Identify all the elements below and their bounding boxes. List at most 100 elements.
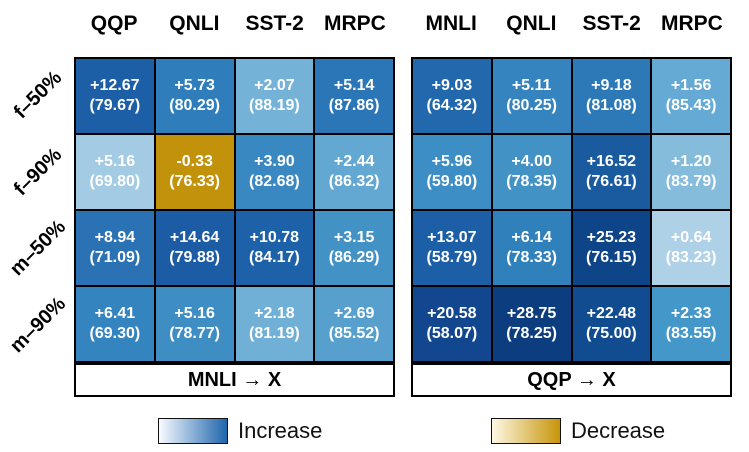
row-label: f–90% xyxy=(9,143,66,200)
cell-delta-value: +20.58 xyxy=(427,305,477,322)
cell-delta-value: +3.90 xyxy=(254,153,295,170)
cell-base-score: (83.23) xyxy=(665,249,717,266)
cell-base-score: (78.33) xyxy=(506,249,557,266)
cell-base-score: (80.29) xyxy=(169,97,220,114)
cell-base-score: (69.80) xyxy=(89,173,141,190)
heatmap-cell: +28.75 (78.25) xyxy=(492,287,571,361)
cell-base-score: (84.17) xyxy=(249,249,300,266)
cell-base-score: (78.77) xyxy=(169,325,220,342)
heatmap-cell: +2.18 (81.19) xyxy=(235,287,314,361)
heatmap-cell: +16.52 (76.61) xyxy=(572,135,651,209)
heatmap-cell: +5.16 (78.77) xyxy=(155,287,234,361)
cell-base-score: (86.32) xyxy=(328,173,380,190)
column-headers-right: MNLI QNLI SST-2 MRPC xyxy=(411,12,732,42)
decrease-legend-label: Decrease xyxy=(571,418,666,443)
column-header: QNLI xyxy=(506,12,557,35)
increase-gradient-swatch xyxy=(158,418,228,444)
heatmap-cell: +5.16 (69.80) xyxy=(76,135,154,209)
cell-delta-value: +1.56 xyxy=(670,77,712,94)
heatmap-cell: +14.64 (79.88) xyxy=(155,211,234,285)
cell-delta-value: +16.52 xyxy=(586,153,637,170)
heatmap-cell: +2.44 (86.32) xyxy=(315,135,393,209)
cell-base-score: (88.19) xyxy=(249,97,300,114)
cell-delta-value: +2.33 xyxy=(670,305,712,322)
cell-base-score: (76.61) xyxy=(586,173,637,190)
column-header: QQP xyxy=(90,12,138,35)
cell-delta-value: +13.07 xyxy=(427,229,477,246)
cell-base-score: (85.43) xyxy=(665,97,717,114)
cell-delta-value: +9.18 xyxy=(591,77,632,94)
cell-delta-value: +2.44 xyxy=(333,153,375,170)
cell-delta-value: +5.16 xyxy=(94,153,136,170)
cell-delta-value: +6.41 xyxy=(94,305,136,322)
cell-base-score: (59.80) xyxy=(426,173,478,190)
cell-base-score: (71.09) xyxy=(89,249,141,266)
cell-base-score: (75.00) xyxy=(586,325,637,342)
column-header: MRPC xyxy=(660,12,723,35)
row-label: f–50% xyxy=(9,66,66,123)
heatmap-cell: +3.90 (82.68) xyxy=(235,135,314,209)
heatmap-cell: +2.07 (88.19) xyxy=(235,59,314,133)
cell-base-score: (86.29) xyxy=(328,249,380,266)
heatmap-cell: +1.20 (83.79) xyxy=(652,135,730,209)
heatmap-cell: -0.33 (76.33) xyxy=(155,135,234,209)
column-headers-left: QQP QNLI SST-2 MRPC xyxy=(74,12,395,42)
cell-delta-value: +12.67 xyxy=(90,77,140,94)
heatmap-grid-mnli-to-x: +12.67 (79.67) +5.73 (80.29) +2.07 (88.19) +5.… xyxy=(74,57,395,363)
column-header: SST-2 xyxy=(582,12,641,35)
cell-base-score: (79.67) xyxy=(89,97,141,114)
cell-delta-value: +5.73 xyxy=(174,77,215,94)
column-header: QNLI xyxy=(169,12,220,35)
column-header: MNLI xyxy=(425,12,477,35)
cell-base-score: (81.19) xyxy=(249,325,300,342)
cell-base-score: (58.79) xyxy=(426,249,478,266)
cell-base-score: (81.08) xyxy=(586,97,637,114)
cell-delta-value: +25.23 xyxy=(586,229,637,246)
cell-delta-value: +3.15 xyxy=(333,229,375,246)
heatmap-cell: +2.69 (85.52) xyxy=(315,287,393,361)
decrease-gradient-swatch xyxy=(491,418,561,444)
cell-base-score: (64.32) xyxy=(426,97,478,114)
column-header: MRPC xyxy=(323,12,386,35)
row-label: m–50% xyxy=(5,215,70,280)
heatmap-grid-qqp-to-x: +9.03 (64.32) +5.11 (80.25) +9.18 (81.08) +1.5… xyxy=(411,57,732,363)
heatmap-cell: +22.48 (75.00) xyxy=(572,287,651,361)
cell-base-score: (83.79) xyxy=(665,173,717,190)
row-label: m–90% xyxy=(5,292,70,357)
heatmap-cell: +0.64 (83.23) xyxy=(652,211,730,285)
increase-legend-label: Increase xyxy=(238,418,323,443)
cell-delta-value: +0.64 xyxy=(670,229,712,246)
cell-base-score: (79.88) xyxy=(169,249,220,266)
cell-base-score: (85.52) xyxy=(328,325,380,342)
heatmap-cell: +5.73 (80.29) xyxy=(155,59,234,133)
cell-base-score: (83.55) xyxy=(665,325,717,342)
panel-title-qqp-to-x: QQP → X xyxy=(411,363,732,397)
cell-delta-value: +9.03 xyxy=(431,77,473,94)
heatmap-cell: +1.56 (85.43) xyxy=(652,59,730,133)
heatmap-cell: +12.67 (79.67) xyxy=(76,59,154,133)
cell-delta-value: +5.11 xyxy=(511,77,552,94)
cell-base-score: (78.25) xyxy=(506,325,557,342)
heatmap-cell: +6.14 (78.33) xyxy=(492,211,571,285)
heatmap-cell: +4.00 (78.35) xyxy=(492,135,571,209)
cell-delta-value: -0.33 xyxy=(176,153,213,170)
cell-delta-value: +28.75 xyxy=(506,305,557,322)
cell-delta-value: +5.14 xyxy=(333,77,375,94)
heatmap-cell: +5.14 (87.86) xyxy=(315,59,393,133)
heatmap-cell: +6.41 (69.30) xyxy=(76,287,154,361)
cell-delta-value: +8.94 xyxy=(94,229,136,246)
cell-base-score: (80.25) xyxy=(506,97,557,114)
cell-delta-value: +4.00 xyxy=(511,153,552,170)
heatmap-cell: +2.33 (83.55) xyxy=(652,287,730,361)
cell-delta-value: +5.96 xyxy=(431,153,473,170)
cell-delta-value: +22.48 xyxy=(586,305,637,322)
column-header: SST-2 xyxy=(245,12,304,35)
heatmap-cell: +13.07 (58.79) xyxy=(413,211,491,285)
cell-base-score: (69.30) xyxy=(89,325,141,342)
cell-base-score: (58.07) xyxy=(426,325,478,342)
cell-delta-value: +6.14 xyxy=(511,229,552,246)
cell-base-score: (76.15) xyxy=(586,249,637,266)
cell-delta-value: +10.78 xyxy=(249,229,300,246)
heatmap-cell: +9.03 (64.32) xyxy=(413,59,491,133)
